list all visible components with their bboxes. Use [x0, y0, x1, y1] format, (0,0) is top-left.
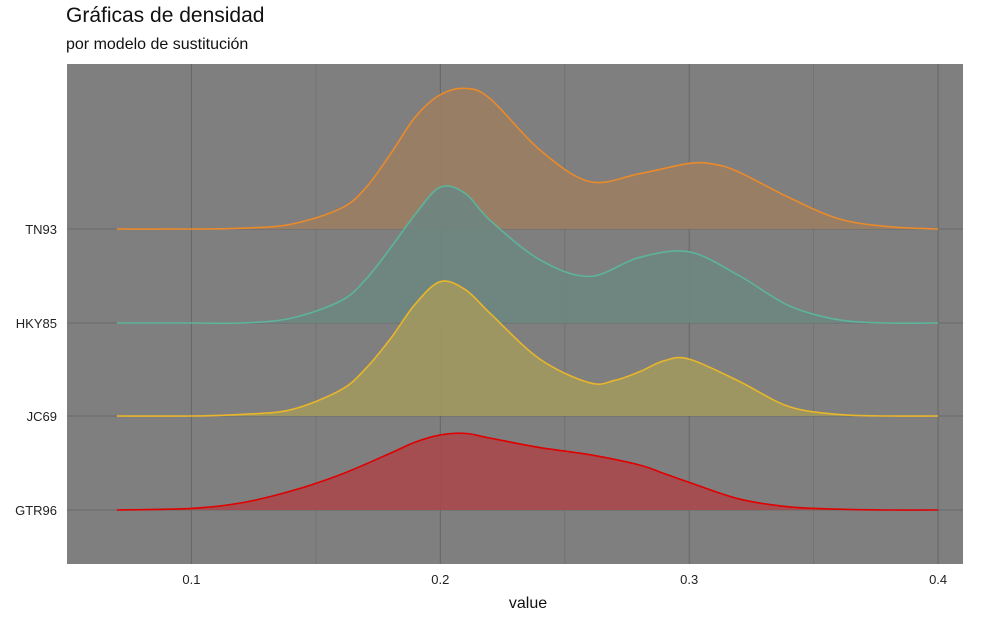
ridge-line-tn93: [116, 87, 939, 230]
x-tick-label: 0.4: [929, 572, 947, 587]
y-label-gtr96: GTR96: [15, 503, 57, 518]
ridge-area-jc69: [116, 281, 939, 417]
y-label-tn93: TN93: [25, 222, 57, 237]
chart-subtitle: por modelo de sustitución: [66, 36, 249, 53]
ridge-tn93: [116, 87, 939, 230]
y-label-jc69: JC69: [27, 409, 57, 424]
ridge-area-tn93: [116, 88, 939, 230]
y-axis-labels: GTR96 JC69 HKY85 TN93: [15, 222, 57, 518]
ridge-hky85: [116, 185, 939, 325]
ridge-line-hky85: [116, 185, 939, 325]
chart-title: Gráficas de densidad: [66, 4, 265, 27]
ridge-jc69: [116, 280, 939, 417]
x-axis-title: value: [509, 595, 547, 612]
x-tick-label: 0.3: [680, 572, 698, 587]
ridge-line-jc69: [116, 280, 939, 417]
density-ridges: [116, 87, 939, 511]
ridge-area-hky85: [116, 185, 939, 324]
x-tick-label: 0.2: [431, 572, 449, 587]
ridge-gtr96: [116, 432, 939, 511]
ridge-line-gtr96: [116, 432, 939, 511]
x-axis-tick-labels: 0.1 0.2 0.3 0.4: [182, 572, 947, 587]
x-tick-label: 0.1: [182, 572, 200, 587]
ridge-area-gtr96: [116, 433, 939, 511]
y-label-hky85: HKY85: [16, 316, 57, 331]
